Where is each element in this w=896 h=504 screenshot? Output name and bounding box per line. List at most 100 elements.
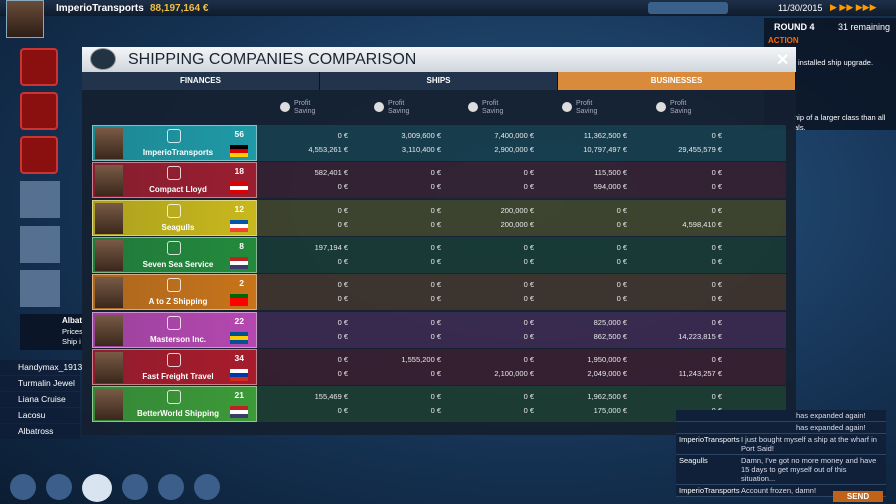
value: 0 € <box>337 219 348 229</box>
company-name: Fast Freight Travel <box>142 371 214 381</box>
value: 0 € <box>523 182 534 192</box>
value: 0 € <box>337 131 348 140</box>
company-name: Compact Lloyd <box>149 185 207 195</box>
company-name: Seagulls <box>161 222 195 232</box>
company-card[interactable]: A to Z Shipping 2 <box>92 274 257 311</box>
notification[interactable]: Albat Prices Ship i <box>20 314 83 350</box>
title-bar <box>82 47 796 72</box>
chat-message: ImperioTransportsI just bought myself a … <box>676 434 886 455</box>
value: 0 € <box>616 294 627 304</box>
bottom-toolbar[interactable] <box>10 474 220 502</box>
value: 0 € <box>523 256 534 266</box>
column-profit: Profit <box>388 100 405 107</box>
close-button[interactable]: ✕ <box>776 52 790 69</box>
value: 0 € <box>711 294 722 304</box>
value: 0 € <box>430 317 441 327</box>
menu-icons[interactable] <box>648 2 728 14</box>
column-icon <box>280 102 290 112</box>
player-avatar[interactable] <box>6 0 44 38</box>
ship-thumb[interactable] <box>20 226 60 263</box>
company-card[interactable]: Fast Freight Travel 34 <box>92 348 257 385</box>
alert-icon[interactable] <box>20 48 58 86</box>
value: 3,009,600 € <box>401 131 441 140</box>
chat-text: I just bought myself a ship at the wharf… <box>741 435 877 453</box>
value: 14,223,815 € <box>678 331 722 341</box>
company-portrait <box>95 202 123 234</box>
flag <box>230 406 248 419</box>
alert-icon[interactable] <box>20 136 58 174</box>
dialog-title: SHIPPING COMPANIES COMPARISON <box>128 51 417 68</box>
company-name: ImperioTransports <box>142 148 214 157</box>
column-saving: Saving <box>294 108 316 115</box>
value: 200,000 € <box>500 219 534 229</box>
ship-entry[interactable]: Turmalin Jewel <box>0 376 80 391</box>
value: 594,000 € <box>593 182 627 192</box>
chat-message: has expanded again! <box>676 410 886 422</box>
company-portrait <box>95 165 123 197</box>
company-card[interactable]: Seagulls 12 <box>92 199 257 236</box>
company-portrait <box>95 351 123 383</box>
company-card[interactable]: ImperioTransports 56 <box>92 125 257 161</box>
value: 0 € <box>430 182 441 192</box>
company-card[interactable]: Masterson Inc. 22 <box>92 311 257 348</box>
value: 4,553,261 € <box>308 145 348 154</box>
column-saving: Saving <box>670 108 692 115</box>
ship-entry[interactable]: Albatross <box>0 424 80 439</box>
chat-text: Damn, I've got no more money and have 15… <box>741 456 877 483</box>
column-icon <box>374 102 384 112</box>
company-logo <box>167 315 181 330</box>
value: 0 € <box>711 354 722 364</box>
value: 0 € <box>430 256 441 266</box>
company-logo <box>167 278 181 293</box>
chat-text: has expanded again! <box>796 411 866 420</box>
company-card[interactable]: Seven Sea Service 8 <box>92 236 257 273</box>
value: 0 € <box>337 280 348 290</box>
company-portrait <box>95 314 123 346</box>
company-card[interactable]: Compact Lloyd 18 <box>92 162 257 199</box>
column-icon <box>562 102 572 112</box>
value: 197,194 € <box>314 242 348 252</box>
flag <box>230 294 248 307</box>
value: 0 € <box>523 354 534 364</box>
column-icon <box>656 102 666 112</box>
tab[interactable]: BUSINESSES <box>558 72 796 90</box>
value: 582,401 € <box>314 168 348 178</box>
speed-controls[interactable]: ▶ ▶▶ ▶▶▶ <box>830 2 877 12</box>
tab[interactable]: SHIPS <box>320 72 558 90</box>
value: 0 € <box>523 392 534 402</box>
value: 2,100,000 € <box>494 368 534 378</box>
value: 0 € <box>711 242 722 252</box>
value: 1,555,200 € <box>401 354 441 364</box>
ship-entry[interactable]: Liana Cruise <box>0 392 80 407</box>
company-logo <box>167 352 181 367</box>
company-logo <box>167 129 181 143</box>
notification-text: Prices <box>62 327 83 336</box>
chat-text: has expanded again! <box>796 423 866 432</box>
notification-text: Ship i <box>62 337 81 346</box>
comparison-dialog: SHIPPING COMPANIES COMPARISON ✕ FINANCES… <box>82 47 796 435</box>
column-icon <box>468 102 478 112</box>
value: 0 € <box>616 280 627 290</box>
send-button[interactable]: SEND <box>833 491 883 502</box>
value: 10,797,497 € <box>583 145 627 154</box>
ship-thumb[interactable] <box>20 270 60 307</box>
alert-icon[interactable] <box>20 92 58 130</box>
ship-entry[interactable]: Lacosu <box>0 408 80 423</box>
value: 0 € <box>430 406 441 416</box>
tab[interactable]: FINANCES <box>82 72 320 90</box>
value: 200,000 € <box>500 205 534 215</box>
value: 3,110,400 € <box>401 145 441 154</box>
ship-thumb[interactable] <box>20 181 60 218</box>
chat-message: has expanded again! <box>676 422 886 434</box>
company-card[interactable]: BetterWorld Shipping 21 <box>92 386 257 423</box>
chat-message: Seagulls Damn, I've got no more money and… <box>676 455 886 485</box>
value: 29,455,579 € <box>678 145 722 154</box>
value: 0 € <box>711 392 722 402</box>
chat-sender: ImperioTransports <box>679 486 740 495</box>
column-profit: Profit <box>576 100 593 107</box>
logo <box>90 48 116 70</box>
company-portrait <box>95 239 123 271</box>
value: 0 € <box>337 205 348 215</box>
ship-entry[interactable]: Handymax_1913 <box>0 360 82 375</box>
